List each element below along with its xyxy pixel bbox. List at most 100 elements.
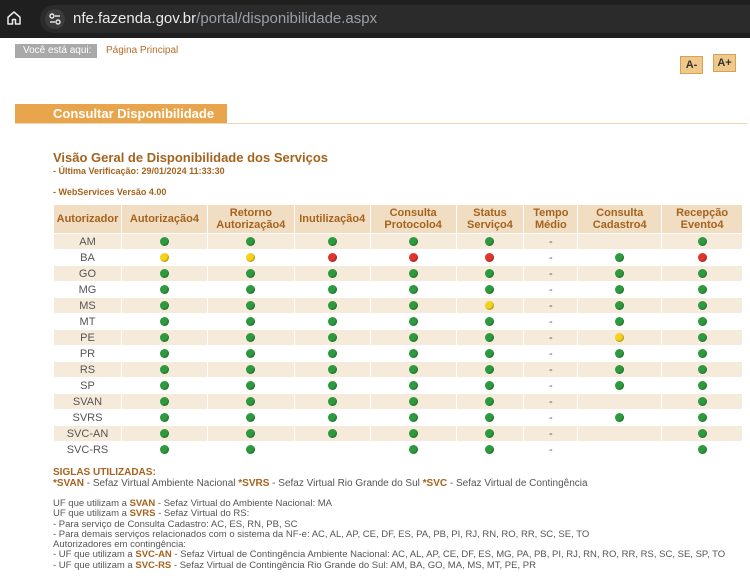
status-cell: [206, 281, 295, 298]
status-cell: [369, 297, 457, 314]
status-cell: [206, 409, 295, 426]
status-green-icon: [485, 237, 495, 247]
status-green-icon: [485, 349, 495, 359]
status-green-icon: [246, 413, 256, 423]
status-cell: [206, 361, 295, 378]
status-cell: [293, 361, 371, 378]
home-icon[interactable]: [5, 9, 23, 27]
status-green-icon: [615, 269, 625, 279]
autorizador-cell: SVC-AN: [53, 425, 122, 442]
status-cell: [293, 409, 371, 426]
status-cell: [293, 425, 371, 442]
table-row: GO -: [53, 265, 743, 282]
status-green-icon: [697, 349, 707, 359]
font-increase-button[interactable]: A+: [713, 54, 736, 72]
column-header: Retorno Autorização4: [206, 204, 295, 234]
status-green-icon: [408, 301, 418, 311]
url-host: nfe.fazenda.gov.br: [73, 10, 197, 27]
status-green-icon: [327, 429, 337, 439]
status-green-icon: [408, 381, 418, 391]
status-green-icon: [327, 397, 337, 407]
sigla-code: *SVRS: [238, 478, 270, 489]
status-cell: [577, 361, 663, 378]
status-cell: [120, 377, 208, 394]
status-green-icon: [485, 333, 495, 343]
table-row: SP -: [53, 377, 743, 394]
status-cell: [661, 249, 743, 266]
status-green-icon: [159, 333, 169, 343]
status-cell: [120, 393, 208, 410]
autorizador-cell: SVAN: [53, 393, 122, 410]
url-text[interactable]: nfe.fazenda.gov.br/portal/disponibilidad…: [73, 10, 377, 27]
status-green-icon: [697, 285, 707, 295]
status-cell: [369, 313, 457, 330]
status-cell: [577, 281, 663, 298]
status-green-icon: [159, 445, 169, 455]
status-green-icon: [408, 269, 418, 279]
tempo-medio-cell: -: [523, 345, 579, 362]
status-green-icon: [159, 381, 169, 391]
status-cell: [455, 409, 525, 426]
status-cell: [120, 297, 208, 314]
table-row: SVAN -: [53, 393, 743, 410]
status-green-icon: [615, 301, 625, 311]
status-green-icon: [159, 397, 169, 407]
column-header: Consulta Protocolo4: [369, 204, 457, 234]
status-cell: [661, 425, 743, 442]
note-svrs: UF que utilizam a SVRS - Sefaz Virtual d…: [53, 508, 250, 520]
status-cell: [455, 361, 525, 378]
status-cell: [369, 425, 457, 442]
status-red-icon: [697, 253, 707, 263]
status-cell: [293, 265, 371, 282]
note-svc-rs: - UF que utilizam a SVC-RS - Sefaz Virtu…: [53, 559, 536, 571]
status-green-icon: [246, 237, 256, 247]
status-cell: [293, 377, 371, 394]
empty-cell: [577, 441, 663, 458]
tempo-medio-cell: -: [523, 265, 579, 282]
status-green-icon: [485, 445, 495, 455]
table-row: BA -: [53, 249, 743, 266]
status-green-icon: [408, 429, 418, 439]
status-green-icon: [159, 429, 169, 439]
status-green-icon: [697, 365, 707, 375]
tempo-medio-cell: -: [523, 249, 579, 266]
status-cell: [293, 281, 371, 298]
status-cell: [369, 329, 457, 346]
status-cell: [293, 345, 371, 362]
empty-cell: [577, 233, 663, 250]
status-cell: [661, 361, 743, 378]
status-green-icon: [615, 317, 625, 327]
table-header-row: Autorizador Autorização4 Retorno Autorizaç…: [53, 204, 743, 234]
status-cell: [369, 281, 457, 298]
status-green-icon: [159, 413, 169, 423]
site-settings-icon[interactable]: [45, 9, 65, 29]
status-cell: [369, 345, 457, 362]
status-cell: [206, 233, 295, 250]
note-svrs-demais: - Para demais serviços relacionados com …: [53, 528, 590, 540]
sigla-desc: - Sefaz Virtual Ambiente Nacional: [83, 478, 239, 489]
autorizador-cell: PE: [53, 329, 122, 346]
status-green-icon: [159, 349, 169, 359]
address-bar[interactable]: [40, 5, 750, 33]
status-cell: [661, 393, 743, 410]
status-cell: [293, 249, 371, 266]
status-cell: [120, 361, 208, 378]
status-cell: [120, 313, 208, 330]
breadcrumb-home-link[interactable]: Página Principal: [106, 45, 179, 56]
browser-toolbar: nfe.fazenda.gov.br/portal/disponibilidad…: [0, 0, 750, 38]
status-green-icon: [485, 413, 495, 423]
column-header: Autorização4: [120, 204, 208, 234]
status-cell: [369, 441, 457, 458]
status-cell: [206, 297, 295, 314]
font-decrease-button[interactable]: A-: [680, 56, 703, 74]
sigla-code: *SVAN: [53, 478, 84, 489]
tempo-medio-cell: -: [523, 409, 579, 426]
status-red-icon: [408, 253, 418, 263]
status-cell: [293, 329, 371, 346]
status-green-icon: [159, 317, 169, 327]
status-green-icon: [246, 301, 256, 311]
status-green-icon: [246, 397, 256, 407]
status-cell: [661, 281, 743, 298]
status-cell: [455, 233, 525, 250]
status-cell: [206, 345, 295, 362]
